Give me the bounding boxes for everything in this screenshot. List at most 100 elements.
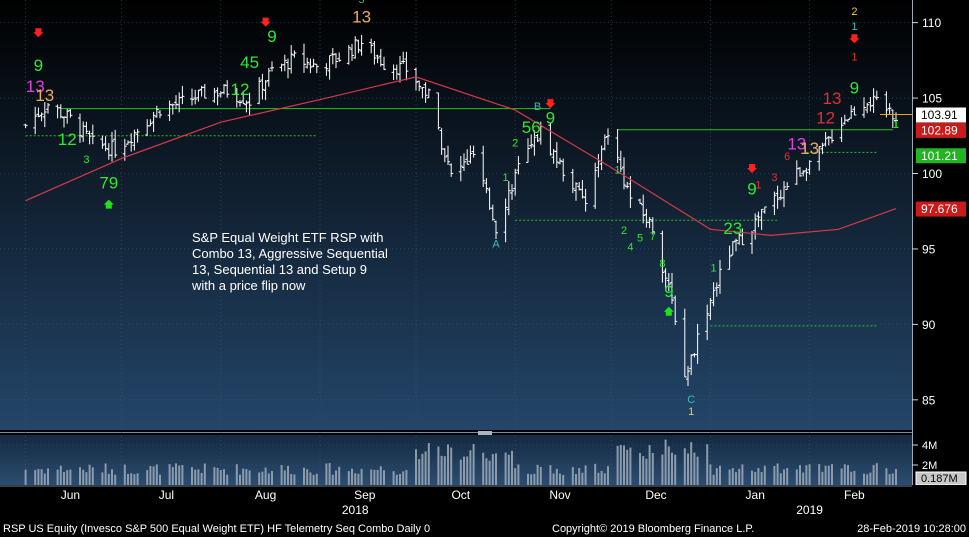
volume-bar: [709, 464, 712, 485]
time-axis: Jun Jul Aug Sep Oct Nov Dec Jan Feb 2018 2019: [0, 485, 969, 519]
volume-bar: [242, 468, 245, 485]
volume-bar: [581, 472, 584, 485]
volume-bar: [527, 473, 529, 485]
volume-bar: [760, 472, 763, 485]
volume-bar: [578, 468, 581, 485]
volume-bar: [517, 464, 520, 485]
x-month-label: Aug: [255, 488, 276, 502]
volume-bar: [693, 452, 696, 485]
price-tag-label: 97.676: [921, 202, 958, 216]
count-label: 2: [851, 6, 857, 18]
volume-bar: [597, 472, 600, 485]
volume-bar: [805, 465, 808, 485]
count-label: 1: [893, 119, 899, 131]
volume-bar: [584, 465, 587, 485]
price-tag-label: 101.21: [921, 149, 958, 163]
volume-bar: [466, 456, 469, 485]
volume-bar: [290, 473, 293, 485]
volume-bar: [37, 469, 40, 485]
volume-bar: [571, 467, 574, 485]
volume-bar: [123, 464, 126, 485]
volume-bar: [104, 463, 107, 485]
volume-bar: [674, 454, 677, 485]
price-tag: [916, 107, 966, 123]
volume-bar: [159, 474, 161, 485]
count-label: 23: [723, 219, 742, 238]
volume-bar: [267, 473, 270, 485]
volume-bar: [645, 458, 648, 485]
x-month-label: Jul: [159, 488, 174, 502]
volume-bar: [738, 468, 741, 485]
ohlc-bars: [23, 34, 898, 387]
volume-bar: [594, 463, 597, 485]
volume-bar: [482, 452, 485, 485]
count-label: 1: [503, 172, 509, 184]
volume-bar: [440, 455, 443, 485]
volume-bar: [450, 447, 453, 485]
count-label: A: [492, 238, 500, 250]
volume-bar: [283, 470, 286, 485]
volume-bar: [773, 466, 776, 485]
volume-bar: [687, 453, 689, 485]
volume-bar: [194, 469, 197, 485]
count-label: 8: [659, 258, 665, 270]
volume-bar: [728, 469, 731, 485]
count-label: 5: [637, 232, 643, 244]
volume-bar: [491, 454, 494, 485]
x-month-label: Sep: [354, 488, 376, 502]
volume-bar: [418, 459, 421, 485]
x-month-label: Feb: [844, 488, 865, 502]
volume-bar: [872, 465, 875, 485]
volume-bar: [197, 469, 200, 485]
volume-bar: [415, 449, 417, 485]
volume-bar: [178, 465, 181, 485]
volume-bar: [133, 474, 136, 485]
volume-bar: [651, 453, 654, 485]
volume-bar: [91, 467, 94, 485]
count-label: 4: [627, 241, 633, 253]
volume-bar: [853, 470, 856, 485]
volume-bar: [626, 449, 629, 485]
volume-bar: [623, 445, 625, 485]
volume-bar: [719, 465, 721, 485]
volume-bar: [421, 453, 424, 485]
count-label: 12: [816, 109, 835, 128]
volume-bar: [891, 473, 894, 485]
y-tick-label: 100: [922, 167, 942, 181]
count-label: 1: [851, 51, 857, 63]
count-label: 45: [240, 53, 259, 72]
volume-bar: [555, 468, 558, 485]
volume-bar: [507, 454, 510, 485]
volume-bar: [146, 470, 149, 485]
volume-bar: [370, 469, 373, 485]
volume-bar: [562, 474, 565, 485]
volume-bar: [751, 470, 753, 485]
y-tick-label: 110: [922, 16, 941, 30]
volume-bar: [667, 446, 670, 485]
volume-bar: [424, 451, 427, 485]
volume-bar: [463, 456, 465, 485]
volume-bar: [469, 450, 472, 485]
volume-bar: [536, 464, 539, 485]
volume-grid: [0, 444, 912, 466]
volume-bar: [495, 453, 497, 485]
volume-bar: [130, 473, 133, 485]
count-label: 1: [851, 21, 857, 33]
volume-bar: [200, 472, 203, 485]
volume-bar: [863, 473, 865, 485]
count-label: 9: [546, 109, 555, 128]
count-label: 13: [35, 86, 54, 105]
volume-bar: [111, 469, 113, 485]
volume-bar: [248, 470, 251, 485]
volume-bar: [373, 469, 376, 485]
count-label: 1: [615, 165, 621, 177]
volume-bar: [783, 469, 785, 485]
volume-bar: [575, 474, 577, 485]
x-month-label: Oct: [451, 488, 470, 502]
volume-bar: [485, 458, 488, 485]
price-tag-label: 103.91: [921, 108, 958, 122]
moving-average-line: [25, 76, 897, 237]
volume-bar: [85, 472, 88, 485]
volume-bar: [706, 444, 709, 485]
volume-bar: [395, 474, 398, 485]
